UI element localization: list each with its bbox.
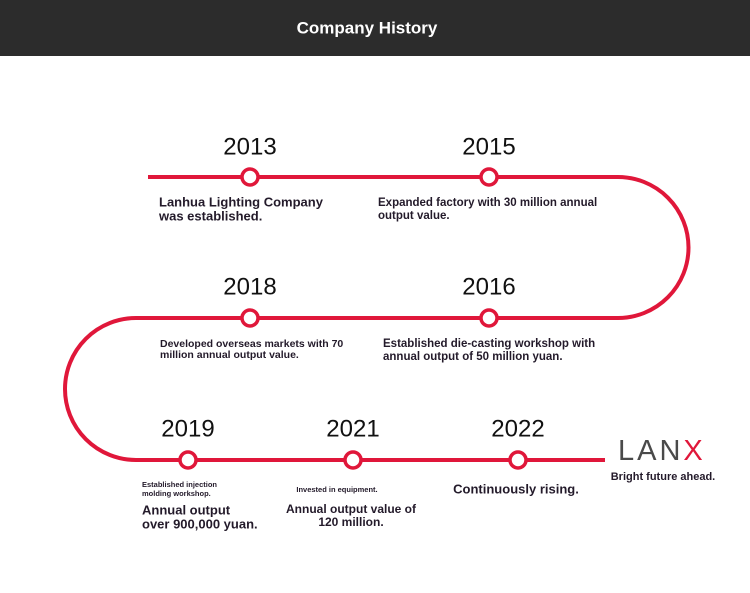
description: output value.	[378, 210, 450, 222]
header-bar	[0, 0, 750, 56]
node	[508, 450, 528, 470]
description: Developed overseas markets with 70	[160, 338, 343, 350]
description: million annual output value.	[160, 349, 299, 361]
description: over 900,000 yuan.	[142, 516, 258, 531]
description: Annual output	[142, 502, 231, 517]
node	[479, 308, 499, 328]
year: 2021	[326, 415, 379, 442]
header-title: Company History	[297, 18, 438, 37]
logo-text: LAN	[618, 435, 683, 467]
description: was established.	[158, 208, 262, 223]
tagline: Bright future ahead.	[611, 471, 716, 483]
note: Invested in equipment.	[296, 485, 377, 494]
year: 2019	[161, 415, 214, 442]
description: Continuously rising.	[453, 481, 579, 496]
description: Established die-casting workshop with	[383, 338, 595, 350]
year: 2015	[462, 133, 515, 160]
node	[343, 450, 363, 470]
description: Expanded factory with 30 million annual	[378, 197, 597, 209]
node	[178, 450, 198, 470]
description: 120 million.	[318, 515, 383, 529]
logo-accent: X	[683, 435, 705, 467]
year: 2013	[223, 133, 276, 160]
node	[240, 308, 260, 328]
note: molding workshop.	[142, 489, 211, 498]
year: 2022	[491, 415, 544, 442]
node	[479, 167, 499, 187]
note: Established injection	[142, 480, 217, 489]
timeline-path	[63, 175, 691, 462]
node	[240, 167, 260, 187]
description: Lanhua Lighting Company	[159, 194, 324, 209]
logo: LANX	[618, 435, 706, 467]
year: 2016	[462, 273, 515, 300]
description: annual output of 50 million yuan.	[383, 351, 563, 363]
year: 2018	[223, 273, 276, 300]
description: Annual output value of	[286, 502, 417, 516]
